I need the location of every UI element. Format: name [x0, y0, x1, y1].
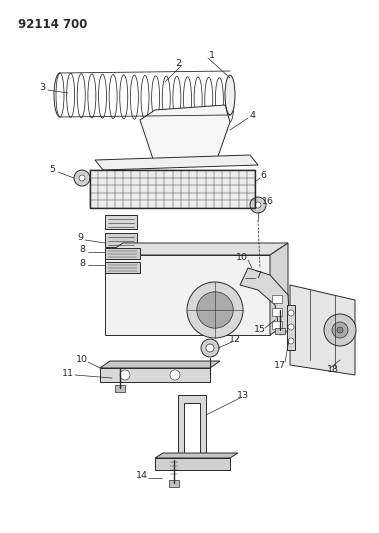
- Circle shape: [332, 322, 348, 338]
- Text: 13: 13: [237, 391, 249, 400]
- Circle shape: [74, 170, 90, 186]
- Text: 6: 6: [260, 171, 266, 180]
- FancyBboxPatch shape: [115, 385, 125, 392]
- FancyBboxPatch shape: [105, 262, 140, 273]
- Circle shape: [206, 344, 214, 352]
- Text: 3: 3: [39, 84, 45, 93]
- Polygon shape: [100, 361, 220, 368]
- FancyBboxPatch shape: [287, 305, 295, 350]
- Text: 2: 2: [175, 59, 181, 68]
- Ellipse shape: [197, 292, 233, 328]
- Text: 9: 9: [77, 233, 83, 243]
- Text: 8: 8: [79, 246, 85, 254]
- FancyBboxPatch shape: [90, 170, 255, 208]
- FancyBboxPatch shape: [100, 368, 210, 382]
- FancyBboxPatch shape: [105, 248, 140, 259]
- Text: 12: 12: [229, 335, 241, 344]
- FancyBboxPatch shape: [105, 233, 137, 247]
- Polygon shape: [155, 453, 238, 458]
- FancyBboxPatch shape: [272, 308, 282, 316]
- Text: 15: 15: [254, 326, 266, 335]
- Circle shape: [120, 370, 130, 380]
- Circle shape: [170, 370, 180, 380]
- Circle shape: [201, 339, 219, 357]
- Polygon shape: [105, 243, 288, 255]
- FancyBboxPatch shape: [272, 295, 282, 303]
- FancyBboxPatch shape: [169, 480, 179, 487]
- Polygon shape: [290, 285, 355, 375]
- Text: 4: 4: [249, 110, 255, 119]
- Polygon shape: [178, 395, 206, 460]
- Circle shape: [288, 324, 294, 330]
- Text: 11: 11: [62, 368, 74, 377]
- Text: 17: 17: [274, 360, 286, 369]
- FancyBboxPatch shape: [105, 215, 137, 229]
- FancyBboxPatch shape: [272, 321, 282, 329]
- Text: 16: 16: [262, 198, 274, 206]
- Circle shape: [288, 310, 294, 316]
- Text: 10: 10: [76, 356, 88, 365]
- Circle shape: [288, 338, 294, 344]
- Text: 7: 7: [255, 271, 261, 279]
- Ellipse shape: [225, 75, 235, 115]
- Polygon shape: [240, 268, 290, 335]
- Polygon shape: [140, 105, 230, 165]
- Circle shape: [250, 197, 266, 213]
- Polygon shape: [95, 155, 258, 170]
- Text: 5: 5: [49, 166, 55, 174]
- Circle shape: [337, 327, 343, 333]
- Circle shape: [255, 202, 261, 208]
- Circle shape: [324, 314, 356, 346]
- FancyBboxPatch shape: [105, 255, 270, 335]
- FancyBboxPatch shape: [275, 328, 285, 334]
- FancyBboxPatch shape: [155, 458, 230, 470]
- Text: 14: 14: [136, 472, 148, 481]
- Polygon shape: [270, 243, 288, 335]
- Text: 92114 700: 92114 700: [18, 18, 88, 31]
- Text: 10: 10: [236, 253, 248, 262]
- Circle shape: [79, 175, 85, 181]
- Text: 18: 18: [327, 366, 339, 375]
- Ellipse shape: [187, 282, 243, 338]
- Text: 8: 8: [79, 259, 85, 268]
- Text: 1: 1: [209, 51, 215, 60]
